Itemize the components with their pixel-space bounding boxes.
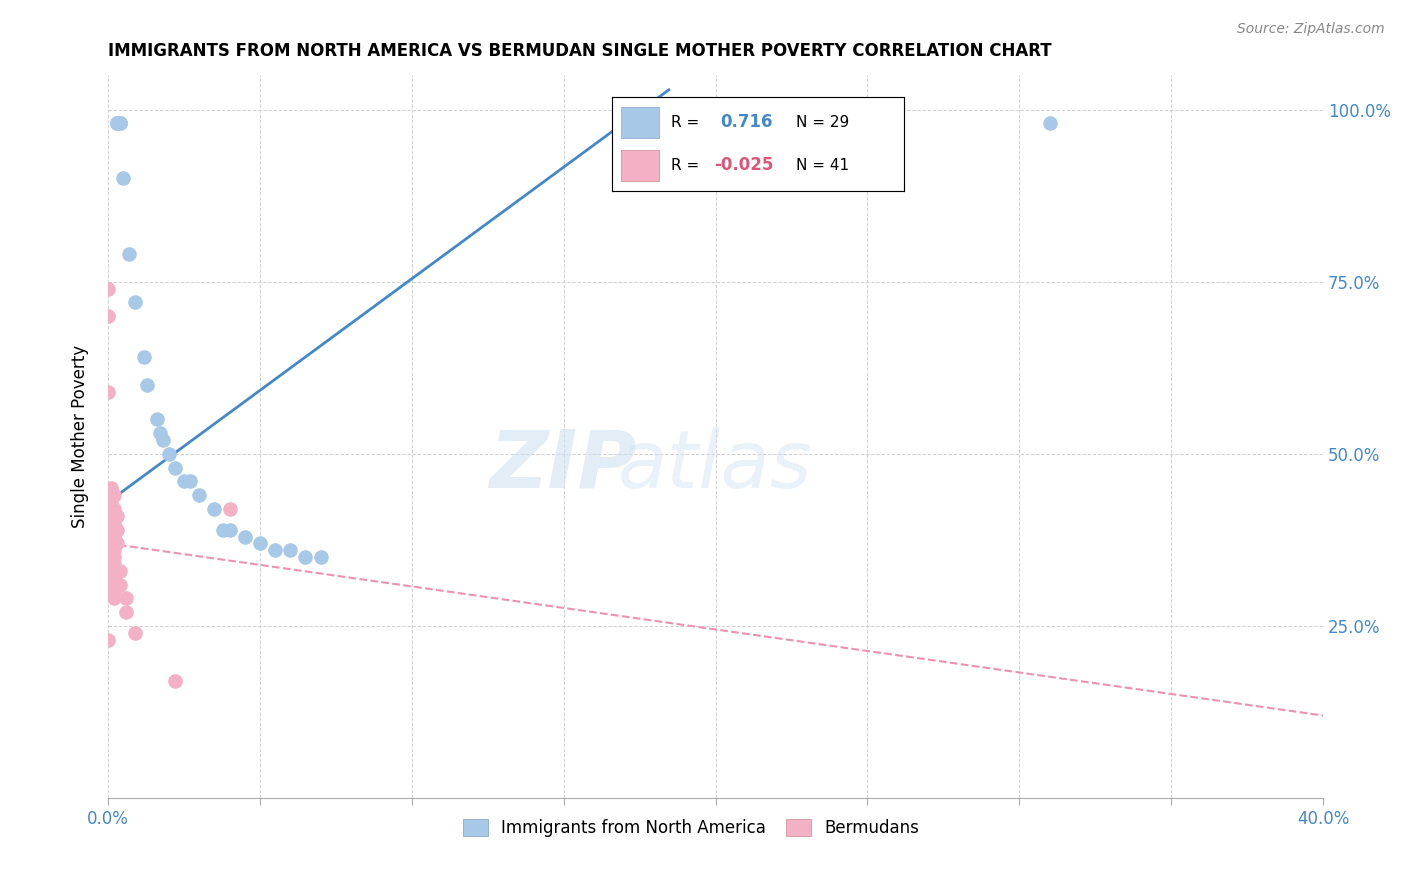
Point [108, 577, 131, 591]
Point [100, 550, 122, 565]
Text: Source: ZipAtlas.com: Source: ZipAtlas.com [1237, 22, 1385, 37]
Point [97, 309, 120, 323]
Point [103, 591, 125, 606]
Point [105, 536, 128, 550]
Point [97, 282, 120, 296]
Text: atlas: atlas [619, 426, 813, 505]
Point [103, 557, 125, 571]
Point [124, 626, 146, 640]
Point [108, 564, 131, 578]
Point [103, 564, 125, 578]
Point [115, 605, 138, 619]
Point [100, 543, 122, 558]
Point [202, 502, 225, 516]
Point [108, 116, 131, 130]
Y-axis label: Single Mother Poverty: Single Mother Poverty [72, 345, 89, 528]
Legend: Immigrants from North America, Bermudans: Immigrants from North America, Bermudans [457, 813, 927, 844]
Point [115, 591, 138, 606]
Point [108, 116, 131, 130]
Point [100, 516, 122, 530]
Point [118, 247, 141, 261]
Point [264, 543, 287, 558]
Point [157, 447, 180, 461]
Point [100, 557, 122, 571]
Point [212, 523, 235, 537]
Point [103, 523, 125, 537]
Point [136, 378, 159, 392]
Point [105, 116, 128, 130]
Point [100, 502, 122, 516]
Point [179, 475, 201, 489]
Point [100, 495, 122, 509]
Point [103, 488, 125, 502]
Point [103, 529, 125, 543]
Point [173, 475, 195, 489]
Point [103, 536, 125, 550]
Point [105, 116, 128, 130]
Point [100, 571, 122, 585]
Point [100, 536, 122, 550]
Point [134, 351, 156, 365]
Point [278, 543, 301, 558]
Point [100, 481, 122, 495]
Point [218, 502, 240, 516]
Point [103, 508, 125, 523]
Text: ZIP: ZIP [489, 426, 637, 505]
Point [152, 433, 174, 447]
Point [103, 543, 125, 558]
Point [105, 523, 128, 537]
Point [294, 550, 316, 565]
Point [309, 550, 332, 565]
Point [233, 529, 256, 543]
Point [1039, 116, 1062, 130]
Point [149, 426, 172, 441]
Point [124, 295, 146, 310]
Point [249, 536, 271, 550]
Point [103, 584, 125, 599]
Point [97, 632, 120, 647]
Point [163, 460, 186, 475]
Point [108, 116, 131, 130]
Point [105, 508, 128, 523]
Point [163, 674, 186, 689]
Point [97, 384, 120, 399]
Point [188, 488, 211, 502]
Point [103, 516, 125, 530]
Point [100, 523, 122, 537]
Text: IMMIGRANTS FROM NORTH AMERICA VS BERMUDAN SINGLE MOTHER POVERTY CORRELATION CHAR: IMMIGRANTS FROM NORTH AMERICA VS BERMUDA… [108, 42, 1052, 60]
Point [103, 502, 125, 516]
Point [103, 550, 125, 565]
Point [145, 412, 167, 426]
Point [105, 116, 128, 130]
Point [103, 571, 125, 585]
Point [100, 564, 122, 578]
Point [218, 523, 240, 537]
Point [103, 577, 125, 591]
Point [112, 171, 135, 186]
Point [100, 529, 122, 543]
